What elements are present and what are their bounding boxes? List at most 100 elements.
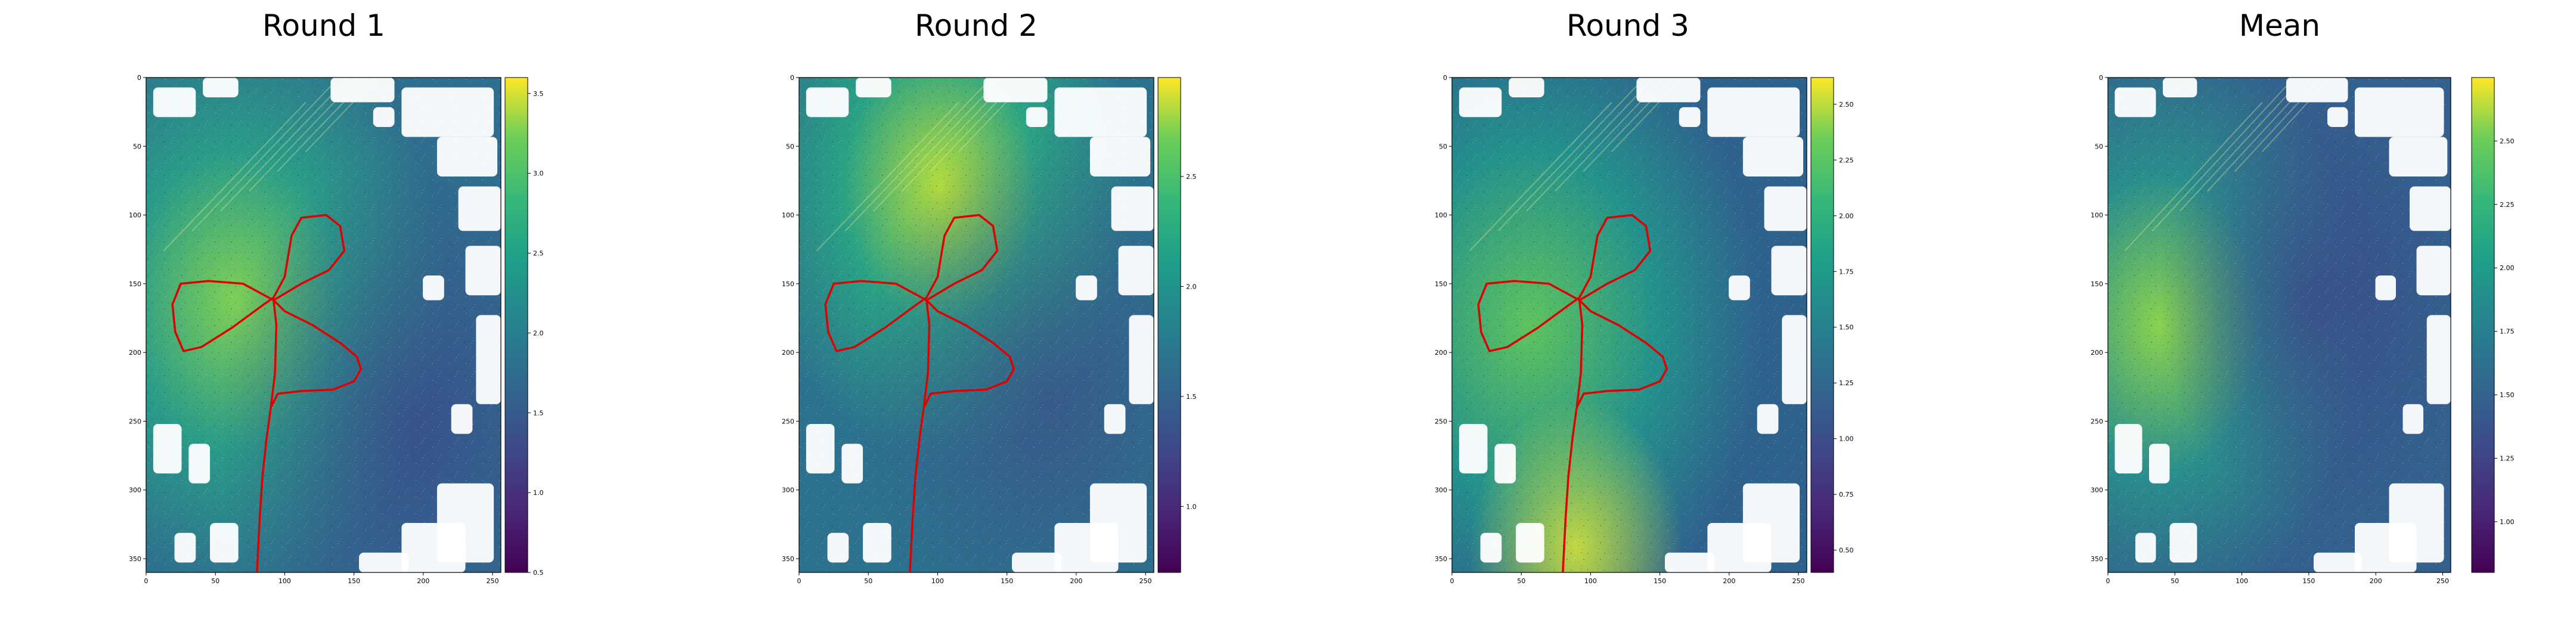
x-tick-label: 100 [931, 577, 944, 585]
x-tick-label: 100 [1584, 577, 1597, 585]
y-tick-label: 150 [782, 280, 794, 288]
colorbar-tick-label: 1.5 [533, 409, 544, 417]
y-tick-label: 0 [2099, 74, 2103, 82]
y-tick-label: 150 [2091, 280, 2103, 288]
colorbar-tick-label: 2.00 [1839, 212, 1854, 220]
colorbar-gradient [1810, 77, 1834, 573]
colorbar-tick-label: 1.50 [1839, 324, 1854, 332]
y-tick-label: 150 [129, 280, 141, 288]
x-tick-label: 150 [1001, 577, 1013, 585]
colorbar-tick-label: 2.0 [533, 329, 544, 337]
x-tick-label: 0 [2106, 577, 2110, 585]
colorbar-tick-label: 1.75 [1839, 268, 1854, 275]
colorbar-tick-label: 2.5 [533, 250, 544, 258]
y-tick-label: 200 [129, 349, 141, 357]
y-tick-label: 200 [782, 349, 794, 357]
colorbar-tick-label: 0.75 [1839, 491, 1854, 499]
x-tick-label: 150 [2302, 577, 2315, 585]
y-tick-label: 300 [1435, 487, 1447, 494]
colorbar-gradient [504, 77, 528, 573]
colorbar-gradient [2471, 77, 2495, 573]
y-tick-label: 250 [129, 417, 141, 425]
panel-round-3: Round 3 0 50 100 150 200 250 0 50 100 150 200 250 300… [1435, 8, 1854, 585]
panel-title: Round 1 [262, 8, 385, 43]
x-tick-label: 150 [1654, 577, 1666, 585]
x-tick-label: 0 [797, 577, 801, 585]
colorbar-tick-label: 1.00 [1839, 435, 1854, 443]
colorbar-tick-label: 1.50 [2500, 391, 2515, 399]
colorbar-tick-label: 1.0 [1186, 503, 1197, 510]
panel-round-1: Round 1 0 50 100 150 200 250 0 50 100 150 200 250 300… [129, 8, 544, 585]
panel-mean: Mean 0 50 100 150 200 250 0 50 100 150 200 250 300 350… [2091, 8, 2515, 585]
y-tick-label: 200 [1435, 349, 1447, 357]
x-tick-label: 100 [278, 577, 291, 585]
colorbar: 0.50 0.75 1.00 1.25 1.50 1.75 2.00 2.25 2.50 [1810, 77, 1854, 573]
x-tick-label: 0 [144, 577, 148, 585]
flight-path [824, 213, 1015, 573]
x-tick-label: 150 [348, 577, 360, 585]
colorbar-tick-label: 0.50 [1839, 547, 1854, 555]
y-tick-label: 100 [129, 212, 141, 219]
heatmap-image [146, 78, 501, 572]
colorbar-tick-label: 2.50 [2500, 137, 2515, 145]
flight-path [171, 213, 363, 573]
colorbar-tick-label: 0.5 [533, 569, 544, 577]
axes-frame [798, 77, 1154, 573]
colorbar-tick-label: 2.00 [2500, 264, 2515, 272]
y-tick-label: 250 [782, 417, 794, 425]
colorbar-tick-label: 1.5 [1186, 393, 1197, 401]
heatmap-image [2108, 78, 2451, 572]
y-tick-label: 350 [129, 555, 141, 563]
axes-frame [2107, 77, 2451, 573]
x-tick-label: 200 [1070, 577, 1082, 585]
y-tick-label: 50 [2095, 143, 2103, 150]
y-tick-label: 100 [2091, 212, 2103, 219]
colorbar: 1.00 1.25 1.50 1.75 2.00 2.25 2.50 [2471, 77, 2515, 573]
y-tick-label: 300 [129, 487, 141, 494]
colorbar-tick-label: 1.25 [2500, 454, 2515, 462]
colorbar-gradient [1157, 77, 1181, 573]
colorbar-tick-label: 2.25 [2500, 201, 2515, 209]
axes-frame [145, 77, 501, 573]
y-tick-label: 100 [1435, 212, 1447, 219]
x-tick-label: 0 [1450, 577, 1454, 585]
colorbar-tick-label: 1.75 [2500, 328, 2515, 336]
y-tick-label: 300 [2091, 487, 2103, 494]
y-tick-label: 300 [782, 487, 794, 494]
y-tick-label: 250 [2091, 417, 2103, 425]
heatmap-image [799, 78, 1154, 572]
y-tick-label: 200 [2091, 349, 2103, 357]
colorbar-tick-label: 2.25 [1839, 156, 1854, 164]
x-tick-label: 250 [1140, 577, 1152, 585]
colorbar-tick-label: 1.00 [2500, 518, 2515, 526]
y-tick-label: 50 [133, 143, 141, 150]
x-tick-label: 50 [211, 577, 219, 585]
panel-title: Mean [2239, 8, 2320, 43]
y-tick-label: 350 [1435, 555, 1447, 563]
y-tick-label: 50 [786, 143, 794, 150]
x-tick-label: 200 [2370, 577, 2382, 585]
x-tick-label: 50 [864, 577, 872, 585]
colorbar-tick-label: 2.5 [1186, 173, 1197, 181]
x-tick-label: 250 [2436, 577, 2449, 585]
y-tick-label: 250 [1435, 417, 1447, 425]
y-tick-label: 150 [1435, 280, 1447, 288]
x-tick-label: 100 [2236, 577, 2248, 585]
y-tick-label: 50 [1439, 143, 1447, 150]
x-tick-label: 200 [417, 577, 429, 585]
axes-frame [1451, 77, 1807, 573]
colorbar-tick-label: 3.0 [533, 170, 544, 178]
x-tick-label: 50 [2171, 577, 2179, 585]
colorbar: 1.0 1.5 2.0 2.5 [1157, 77, 1197, 573]
y-tick-label: 0 [137, 74, 141, 82]
panel-title: Round 2 [915, 8, 1038, 43]
colorbar: 0.5 1.0 1.5 2.0 2.5 3.0 3.5 [504, 77, 544, 577]
colorbar-tick-label: 1.0 [533, 489, 544, 497]
colorbar-tick-label: 1.25 [1839, 379, 1854, 387]
panel-title: Round 3 [1566, 8, 1689, 43]
heatmap-image [1452, 78, 1807, 572]
x-tick-label: 50 [1517, 577, 1525, 585]
y-tick-label: 0 [790, 74, 794, 82]
x-tick-label: 200 [1723, 577, 1735, 585]
